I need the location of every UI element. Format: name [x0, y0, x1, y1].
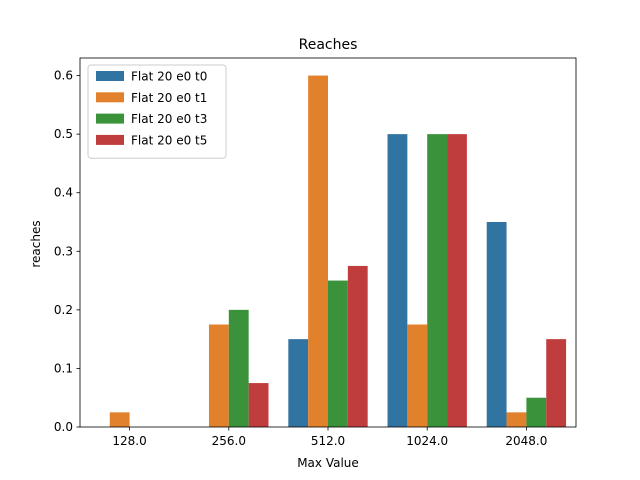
bars-group	[109, 75, 567, 427]
bar-flat-20-e0-t0-2048.0	[486, 222, 507, 427]
legend-swatch	[96, 92, 124, 103]
bar-flat-20-e0-t5-1024.0	[447, 134, 467, 427]
bar-flat-20-e0-t3-256.0	[228, 309, 249, 427]
x-tick-label: 1024.0	[406, 434, 448, 448]
y-tick-label: 0.2	[54, 303, 73, 317]
y-tick-label: 0.3	[54, 244, 73, 258]
bar-flat-20-e0-t0-1024.0	[387, 134, 408, 427]
bar-flat-20-e0-t1-1024.0	[407, 324, 428, 427]
bar-flat-20-e0-t1-128.0	[109, 412, 130, 427]
legend-swatch	[96, 71, 124, 81]
legend-label: Flat 20 e0 t0	[131, 70, 207, 84]
bar-flat-20-e0-t3-1024.0	[427, 134, 448, 427]
x-axis-label: Max Value	[297, 456, 359, 470]
bar-flat-20-e0-t5-2048.0	[546, 339, 567, 427]
y-tick-label: 0.4	[54, 186, 73, 200]
axes-group: 0.0 0.1 0.2 0.3 0.4 0.5 0.6 128.0 256.0 512.0 1024…	[54, 57, 577, 448]
y-tick-label: 0.0	[54, 420, 73, 434]
y-tick-label: 0.1	[54, 361, 73, 375]
legend-label: Flat 20 e0 t3	[131, 112, 207, 126]
bar-flat-20-e0-t1-256.0	[208, 324, 229, 427]
legend-swatch	[96, 113, 124, 124]
bar-flat-20-e0-t3-512.0	[328, 280, 348, 427]
legend-label: Flat 20 e0 t1	[131, 91, 207, 105]
x-tick-label: 256.0	[212, 434, 246, 448]
legend: Flat 20 e0 t0 Flat 20 e0 t1 Flat 20 e0 t3 F…	[87, 64, 227, 159]
bar-flat-20-e0-t1-512.0	[308, 75, 328, 427]
y-tick-label: 0.5	[54, 127, 73, 141]
y-tick-label: 0.6	[54, 69, 73, 83]
x-tick-label: 2048.0	[505, 434, 547, 448]
bar-flat-20-e0-t3-2048.0	[526, 397, 547, 427]
bar-flat-20-e0-t1-2048.0	[506, 412, 527, 427]
x-tick-label: 128.0	[112, 434, 146, 448]
x-tick-label: 512.0	[311, 434, 345, 448]
y-axis-label: reaches	[29, 220, 43, 267]
bar-flat-20-e0-t0-512.0	[288, 339, 309, 427]
legend-swatch	[96, 134, 124, 145]
bar-flat-20-e0-t5-512.0	[347, 265, 368, 427]
legend-label: Flat 20 e0 t5	[131, 133, 207, 147]
bar-flat-20-e0-t5-256.0	[248, 383, 269, 427]
chart-title: Reaches	[299, 37, 358, 53]
